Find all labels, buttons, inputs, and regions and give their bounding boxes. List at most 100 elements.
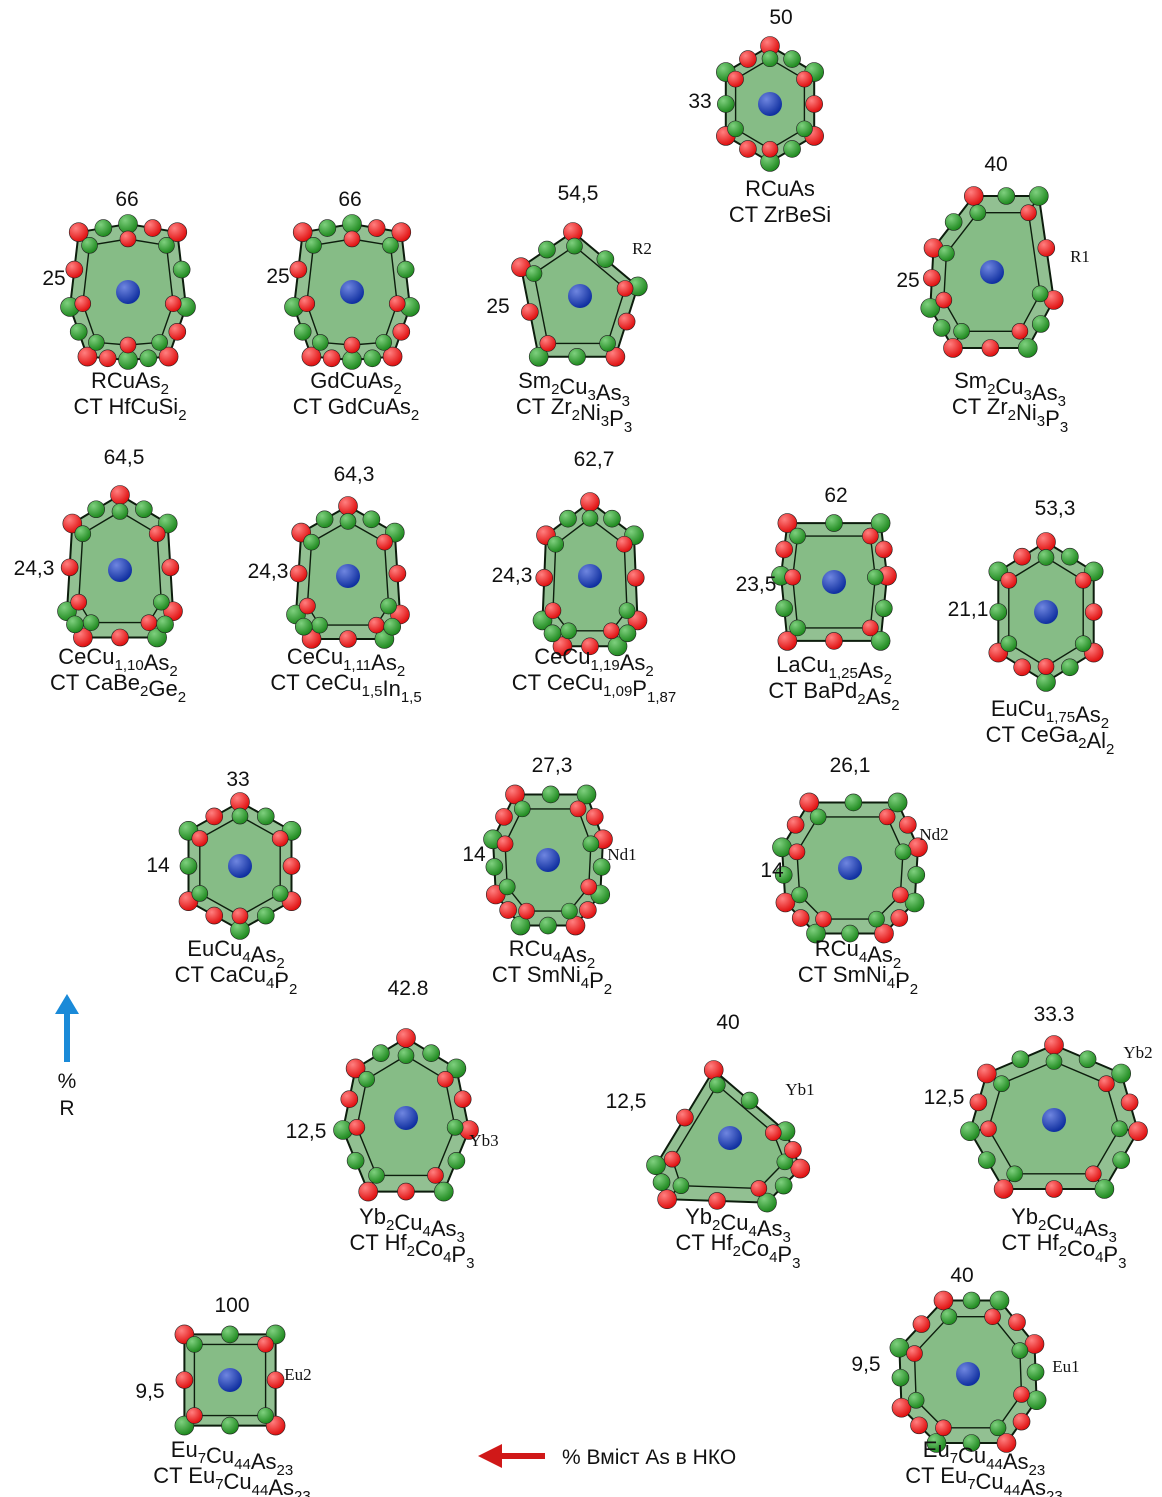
copper-atom (568, 347, 586, 366)
arsenic-atom (496, 835, 514, 853)
structure-type: CT Zr2Ni3P3 (952, 394, 1068, 436)
copper-atom (989, 1290, 1010, 1311)
arsenic-atom (1084, 603, 1103, 621)
arsenic-atom (345, 1058, 366, 1079)
site-label: Yb2 (1123, 1043, 1152, 1062)
copper-atom (81, 237, 98, 254)
copper-atom (1026, 1363, 1045, 1381)
arsenic-atom (996, 1433, 1017, 1453)
arsenic-atom (340, 1090, 359, 1108)
arsenic-atom (1128, 1121, 1148, 1142)
copper-atom (559, 509, 577, 528)
copper-atom (311, 616, 328, 634)
arsenic-atom (1036, 532, 1056, 552)
structure-type: CT Hf2Co4P3 (350, 1230, 475, 1272)
copper-atom (433, 1181, 454, 1202)
copper-atom (962, 1434, 981, 1452)
vertex-count-top: 40 (950, 1264, 973, 1287)
arsenic-atom (161, 558, 180, 577)
copper-atom (342, 214, 362, 234)
polyhedron-cecu111 (286, 496, 410, 649)
structure-type: CT CaCu4P2 (175, 962, 298, 998)
arsenic-atom (1044, 1035, 1064, 1055)
arsenic-atom (167, 222, 188, 242)
arsenic-atom (289, 564, 308, 583)
arsenic-atom (1120, 1093, 1139, 1112)
copper-atom (1031, 285, 1049, 303)
copper-atom (891, 1368, 910, 1387)
arsenic-atom (1013, 1386, 1030, 1403)
copper-atom (932, 319, 951, 337)
vertex-count-side: 9,5 (851, 1353, 880, 1376)
arsenic-atom (791, 909, 810, 927)
arsenic-atom (862, 527, 879, 545)
vertex-count-top: 62 (824, 484, 847, 507)
vertex-count-top: 64,3 (334, 463, 375, 486)
arsenic-atom (98, 349, 117, 368)
central-atom (228, 854, 252, 878)
copper-atom (94, 219, 113, 237)
arsenic-atom (1000, 572, 1018, 589)
arsenic-atom (784, 1141, 802, 1159)
copper-atom (887, 792, 908, 813)
copper-atom (1061, 547, 1079, 566)
polyhedron-sm2cu3as3-r2 (511, 222, 648, 367)
copper-atom (396, 260, 415, 279)
arsenic-atom (266, 1371, 285, 1389)
arsenic-atom (391, 222, 412, 242)
arsenic-atom (521, 303, 539, 321)
site-label: Nd1 (607, 845, 636, 864)
arsenic-atom (579, 901, 597, 919)
arsenic-atom (191, 830, 209, 847)
arsenic-atom (348, 1119, 366, 1136)
polyhedron-gdcuas2 (284, 214, 420, 370)
compound-formula: RCu4As2 (509, 936, 595, 972)
copper-atom (528, 346, 549, 367)
copper-atom (618, 624, 637, 643)
arsenic-atom (388, 564, 407, 583)
structure-type: CT Eu7Cu44As23 (905, 1463, 1062, 1497)
central-atom (116, 280, 140, 304)
central-atom (980, 260, 1004, 284)
compound-formula: EuCu4As2 (187, 936, 284, 972)
copper-atom (312, 334, 329, 351)
structure-type: CT CeCu1,5In1,5 (270, 670, 421, 706)
vertex-count-side: 25 (896, 269, 919, 292)
arsenic-atom (338, 496, 358, 516)
copper-atom (303, 533, 320, 551)
arsenic-atom (544, 602, 562, 619)
compound-formula: Sm2Cu3As3 (954, 368, 1066, 410)
arsenic-atom (739, 140, 757, 158)
copper-atom (870, 631, 891, 651)
arsenic-atom (815, 910, 832, 928)
copper-atom (1045, 1053, 1063, 1070)
arsenic-atom (912, 1315, 931, 1333)
copper-atom (318, 219, 337, 237)
copper-atom (596, 250, 615, 269)
polyhedron-eu2 (174, 1324, 286, 1436)
site-label: Eu2 (284, 1365, 311, 1384)
copper-atom (727, 120, 744, 138)
copper-atom (422, 1044, 441, 1062)
vertex-count-top: 66 (338, 188, 361, 211)
arsenic-atom (708, 1192, 726, 1210)
arsenic-atom (788, 843, 806, 861)
copper-atom (783, 140, 801, 158)
copper-atom (186, 1336, 203, 1353)
arsenic-atom (140, 614, 158, 631)
copper-atom (305, 237, 322, 254)
polyhedron-cecu110 (57, 485, 183, 648)
copper-atom (294, 617, 313, 636)
arsenic-atom (603, 622, 620, 640)
copper-atom (293, 322, 312, 341)
copper-atom (1026, 1390, 1047, 1411)
arsenic-atom (70, 593, 87, 611)
vertex-count-side: 33 (688, 90, 711, 113)
copper-atom (397, 1047, 415, 1064)
copper-atom (907, 866, 926, 884)
copper-atom (1000, 635, 1018, 652)
arsenic-atom (376, 533, 393, 551)
compound-formula: CeCu1,19As2 (534, 644, 653, 680)
arsenic-atom (580, 492, 600, 512)
arsenic-atom (906, 1345, 923, 1362)
